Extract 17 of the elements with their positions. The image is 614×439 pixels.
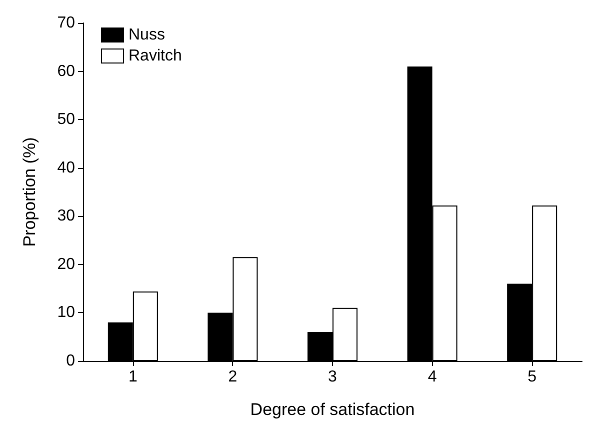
y-tick-label: 60 (57, 62, 76, 80)
y-tick-label: 70 (57, 14, 76, 32)
x-tick-label: 1 (128, 368, 138, 386)
y-tick-label: 0 (66, 352, 76, 370)
y-tick-label: 40 (57, 159, 76, 176)
x-tick-label: 3 (328, 368, 338, 386)
y-tick-label: 50 (57, 111, 76, 128)
x-axis-title: Degree of satisfaction (250, 400, 415, 419)
legend-label: Nuss (128, 26, 165, 44)
y-tick-label: 20 (57, 256, 76, 273)
legend-label: Ravitch (128, 48, 182, 64)
x-tick-label: 5 (528, 368, 537, 386)
y-tick-label: 10 (57, 304, 76, 322)
x-tick-label: 4 (428, 368, 437, 386)
x-tick-label: 2 (228, 368, 238, 386)
y-tick-label: 30 (57, 208, 76, 225)
y-axis-title: Proportion (%) (20, 137, 39, 247)
